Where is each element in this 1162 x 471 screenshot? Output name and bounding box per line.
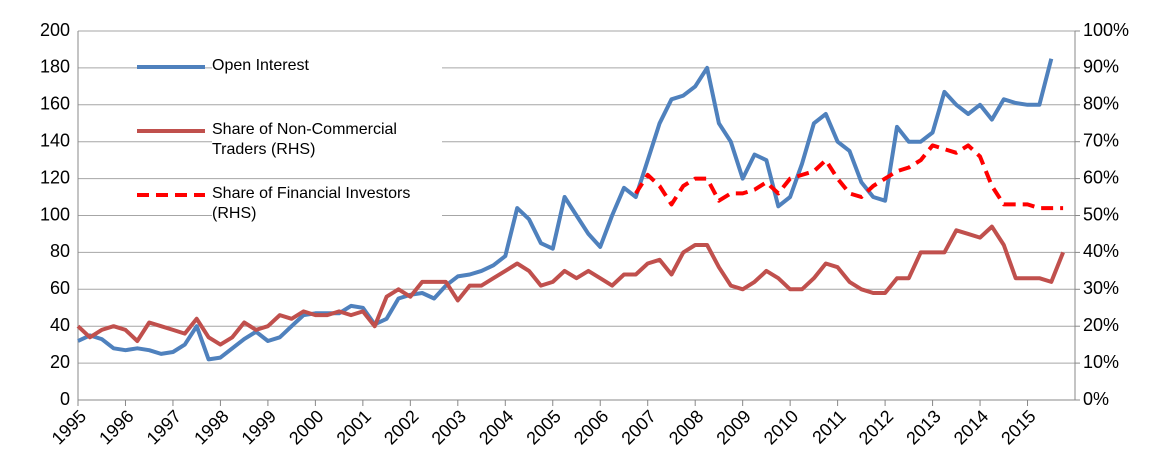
legend-label: Share of Non-Commercial Traders (RHS) xyxy=(212,120,442,160)
legend-label: Share of Financial Investors (RHS) xyxy=(212,184,442,224)
y2-tick-label: 50% xyxy=(1083,204,1119,224)
x-tick-label: 2010 xyxy=(760,406,802,448)
y-tick-label: 40 xyxy=(50,315,70,335)
y2-tick-label: 10% xyxy=(1083,352,1119,372)
series-line xyxy=(76,224,1065,347)
x-tick-label: 2001 xyxy=(333,406,375,448)
y2-tick-label: 80% xyxy=(1083,94,1119,114)
x-tick-label: 1997 xyxy=(143,406,185,448)
y-tick-label: 180 xyxy=(40,57,70,77)
x-tick-label: 2014 xyxy=(950,406,992,448)
x-tick-label: 2008 xyxy=(665,406,707,448)
y-tick-label: 100 xyxy=(40,204,70,224)
legend-label: Open Interest xyxy=(212,56,442,76)
y2-tick-label: 40% xyxy=(1083,241,1119,261)
y-tick-label: 160 xyxy=(40,94,70,114)
y2-tick-label: 60% xyxy=(1083,167,1119,187)
x-tick-label: 2013 xyxy=(902,406,944,448)
x-tick-label: 2007 xyxy=(617,406,659,448)
x-tick-label: 2012 xyxy=(855,406,897,448)
y-tick-label: 0 xyxy=(60,389,70,409)
y-tick-label: 200 xyxy=(40,20,70,40)
y-tick-label: 120 xyxy=(40,167,70,187)
x-tick-label: 2002 xyxy=(380,406,422,448)
y-tick-label: 20 xyxy=(50,352,70,372)
x-tick-label: 2006 xyxy=(570,406,612,448)
x-tick-label: 2005 xyxy=(522,406,564,448)
x-tick-label: 2004 xyxy=(475,406,517,448)
y2-tick-label: 70% xyxy=(1083,130,1119,150)
x-tick-label: 1999 xyxy=(238,406,280,448)
x-tick-label: 2015 xyxy=(997,406,1039,448)
x-tick-label: 2009 xyxy=(712,406,754,448)
y-tick-label: 140 xyxy=(40,130,70,150)
y-tick-label: 60 xyxy=(50,278,70,298)
y2-tick-label: 90% xyxy=(1083,57,1119,77)
x-tick-label: 1995 xyxy=(48,406,90,448)
x-tick-label: 1996 xyxy=(95,406,137,448)
y2-tick-label: 100% xyxy=(1083,20,1129,40)
x-tick-label: 2011 xyxy=(808,406,850,448)
y2-tick-label: 30% xyxy=(1083,278,1119,298)
y2-tick-label: 20% xyxy=(1083,315,1119,335)
y2-tick-label: 0% xyxy=(1083,389,1109,409)
x-tick-label: 2003 xyxy=(428,406,470,448)
x-tick-label: 2000 xyxy=(285,406,327,448)
x-tick-label: 1998 xyxy=(190,406,232,448)
y-tick-label: 80 xyxy=(50,241,70,261)
